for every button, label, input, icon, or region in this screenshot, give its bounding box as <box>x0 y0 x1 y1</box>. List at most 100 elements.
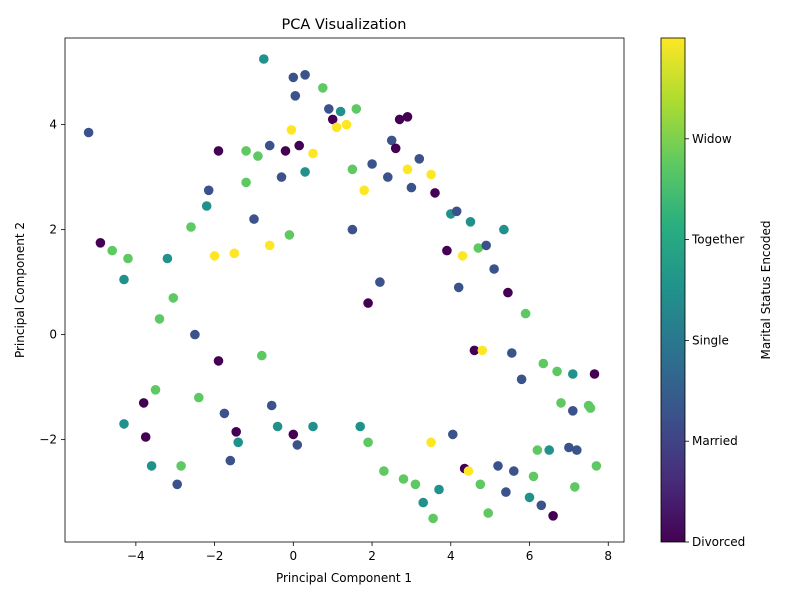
data-point-together <box>520 308 531 319</box>
y-tick-label: 4 <box>49 118 57 132</box>
data-point-divorced <box>394 114 405 125</box>
data-point-married <box>375 277 385 287</box>
data-point-widow <box>341 119 352 130</box>
data-point-married <box>493 461 503 471</box>
y-tick-label: −2 <box>39 433 57 447</box>
data-point-divorced <box>548 511 558 521</box>
data-point-single <box>308 421 318 432</box>
data-point-single <box>233 437 243 448</box>
data-point-together <box>475 479 486 490</box>
data-point-single <box>300 167 310 177</box>
data-point-together <box>591 461 602 471</box>
data-point-married <box>448 429 458 440</box>
colorbar-ticks: Divorced Married Single Together Widow <box>685 132 745 549</box>
data-point-married <box>219 408 230 419</box>
data-point-single <box>259 54 269 64</box>
data-point-married <box>347 224 358 235</box>
data-point-married <box>276 172 287 182</box>
colorbar-tick-label: Married <box>692 434 738 448</box>
data-point-divorced <box>442 245 452 256</box>
data-point-together <box>150 385 161 395</box>
data-point-widow <box>426 169 436 180</box>
data-point-together <box>186 222 196 232</box>
data-point-divorced <box>95 238 106 248</box>
data-point-married <box>83 127 94 138</box>
data-point-widow <box>264 240 275 251</box>
x-tick-label: −4 <box>127 549 145 563</box>
data-point-divorced <box>294 140 305 151</box>
data-point-together <box>284 230 295 240</box>
data-point-together <box>107 245 117 256</box>
plot-frame <box>64 37 625 543</box>
data-point-together <box>528 471 539 482</box>
x-axis-ticks: −4 −2 0 2 4 6 8 <box>127 542 612 563</box>
data-point-married <box>249 214 259 224</box>
data-point-married <box>516 374 527 385</box>
data-point-together <box>241 177 251 188</box>
data-point-together <box>318 83 328 93</box>
data-point-together <box>347 164 358 175</box>
data-point-widow <box>402 164 413 175</box>
data-point-single <box>201 201 212 211</box>
data-point-married <box>406 182 417 193</box>
colorbar-tick-label: Divorced <box>692 535 745 549</box>
data-point-divorced <box>363 298 373 308</box>
data-point-married <box>536 500 547 511</box>
data-point-widow <box>359 185 370 196</box>
data-point-widow <box>286 125 297 135</box>
x-tick-label: 0 <box>290 549 298 563</box>
data-point-divorced <box>402 112 413 122</box>
data-point-married <box>225 455 236 466</box>
data-point-married <box>264 140 275 151</box>
data-point-divorced <box>288 429 299 440</box>
x-tick-label: 6 <box>526 549 534 563</box>
data-point-together <box>552 366 562 377</box>
y-tick-label: 2 <box>49 223 57 237</box>
data-point-divorced <box>140 432 151 442</box>
data-point-together <box>123 253 133 264</box>
data-point-single <box>434 484 444 495</box>
colorbar-frame <box>660 37 686 543</box>
data-point-divorced <box>138 398 149 408</box>
data-point-married <box>489 264 499 274</box>
data-point-married <box>481 240 492 251</box>
data-point-together <box>363 437 373 448</box>
data-point-single <box>272 421 283 432</box>
data-point-together <box>241 146 251 156</box>
data-point-together <box>398 474 409 484</box>
data-point-married <box>568 406 578 416</box>
colorbar <box>661 38 685 542</box>
data-point-married <box>203 185 214 196</box>
data-point-single <box>544 445 554 455</box>
x-tick-label: 8 <box>604 549 612 563</box>
data-point-together <box>410 479 421 490</box>
scatter-points <box>83 54 602 524</box>
data-point-single <box>568 369 578 379</box>
data-point-single <box>465 217 476 227</box>
data-point-together <box>176 461 186 471</box>
data-point-married <box>414 154 425 164</box>
data-point-single <box>119 419 129 429</box>
data-point-together <box>154 314 165 324</box>
data-point-married <box>451 206 462 217</box>
data-point-single <box>119 274 129 285</box>
data-point-together <box>168 293 179 303</box>
data-point-widow <box>331 122 342 133</box>
data-point-divorced <box>213 146 224 156</box>
data-point-single <box>335 106 346 117</box>
data-point-widow <box>426 437 436 448</box>
data-point-married <box>367 159 377 169</box>
data-point-together <box>379 466 389 476</box>
x-tick-label: 4 <box>447 549 455 563</box>
data-point-together <box>556 398 566 408</box>
x-axis-title: Principal Component 1 <box>276 571 412 585</box>
data-point-widow <box>229 248 240 259</box>
data-point-divorced <box>327 114 338 125</box>
data-point-together <box>253 151 263 161</box>
data-point-married <box>288 72 299 83</box>
data-point-divorced <box>430 188 440 198</box>
data-point-married <box>507 348 517 358</box>
data-point-married <box>292 440 303 450</box>
data-point-married <box>509 466 519 476</box>
